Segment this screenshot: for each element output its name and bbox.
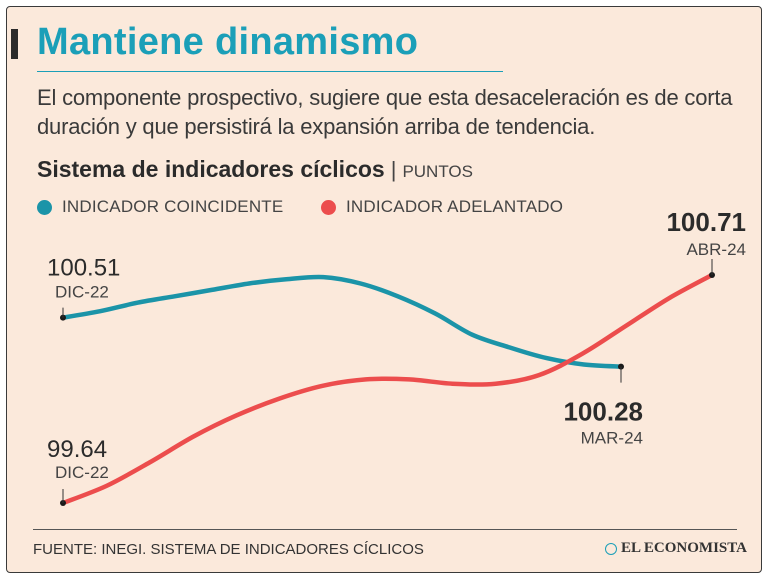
- infographic-card: Mantiene dinamismo El componente prospec…: [6, 6, 762, 573]
- footer-divider: [33, 529, 737, 530]
- annotation-date-leading-start: DIC-22: [55, 463, 109, 482]
- legend-item-coincident: INDICADOR COINCIDENTE: [37, 197, 283, 217]
- legend-dot-leading: [321, 199, 336, 215]
- annotation-value-coincident-end: 100.28: [563, 397, 643, 427]
- legend-label-leading: INDICADOR ADELANTADO: [346, 197, 564, 216]
- annotation-date-leading-end: ABR-24: [686, 240, 746, 259]
- title-divider: [37, 71, 503, 72]
- brand-icon: [605, 542, 617, 555]
- annotation-value-coincident-start: 100.51: [47, 255, 120, 282]
- subtitle: El componente prospectivo, sugiere que e…: [37, 85, 733, 139]
- chart-heading: Sistema de indicadores cíclicos | PUNTOS: [37, 156, 473, 183]
- chart-title: Sistema de indicadores cíclicos: [37, 156, 385, 182]
- source-note: FUENTE: INEGI. SISTEMA DE INDICADORES CÍ…: [33, 541, 424, 558]
- chart-heading-separator: |: [390, 157, 397, 182]
- legend-dot-coincident: [37, 199, 52, 215]
- brand-logo: EL ECONOMISTA: [605, 540, 747, 557]
- annotation-value-leading-end: 100.71: [666, 207, 746, 237]
- legend-label-coincident: INDICADOR COINCIDENTE: [62, 197, 284, 216]
- annotation-date-coincident-end: MAR-24: [581, 429, 643, 448]
- title-accent-bar: [11, 29, 18, 59]
- brand-name: EL ECONOMISTA: [621, 540, 747, 556]
- series-line-leading: [60, 272, 715, 506]
- annotation-value-leading-start: 99.64: [47, 436, 107, 463]
- page-title: Mantiene dinamismo: [37, 21, 419, 63]
- chart-units: PUNTOS: [402, 162, 473, 181]
- series-line-coincident: [60, 274, 624, 369]
- annotation-date-coincident-start: DIC-22: [55, 283, 109, 302]
- legend-item-leading: INDICADOR ADELANTADO: [321, 197, 563, 217]
- line-chart: 100.51DIC-2299.64DIC-22100.28MAR-24100.7…: [47, 207, 746, 506]
